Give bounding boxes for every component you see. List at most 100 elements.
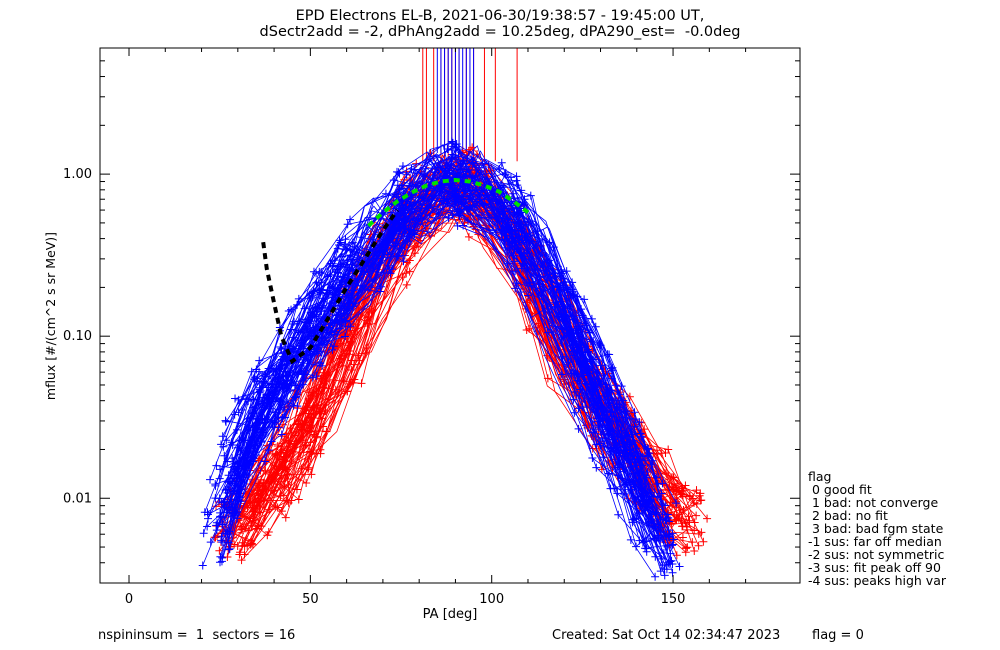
blue-plus-marker bbox=[509, 251, 518, 260]
blue-plus-marker bbox=[656, 567, 665, 576]
red-plus-marker bbox=[310, 430, 319, 439]
blue-plus-marker bbox=[306, 294, 315, 303]
blue-plus-marker bbox=[559, 278, 568, 287]
blue-plus-marker bbox=[198, 561, 207, 570]
red-plus-marker bbox=[279, 491, 288, 500]
blue-plus-marker bbox=[602, 416, 611, 425]
blue-plus-marker bbox=[620, 452, 629, 461]
blue-plus-marker bbox=[393, 181, 402, 190]
blue-plus-marker bbox=[341, 293, 350, 302]
red-plus-marker bbox=[276, 491, 285, 500]
blue-plus-marker bbox=[220, 503, 229, 512]
blue-plus-marker bbox=[394, 168, 403, 177]
blue-plus-marker bbox=[404, 225, 413, 234]
blue-plus-marker bbox=[651, 552, 660, 561]
blue-plus-marker bbox=[517, 227, 526, 236]
blue-plus-marker bbox=[277, 430, 286, 439]
red-plus-marker bbox=[522, 325, 531, 334]
blue-plus-marker bbox=[574, 424, 583, 433]
blue-plus-marker bbox=[589, 428, 598, 437]
blue-plus-marker bbox=[302, 325, 311, 334]
fit-tail-line bbox=[261, 208, 400, 365]
blue-plus-marker bbox=[601, 380, 610, 389]
blue-plus-marker bbox=[663, 542, 672, 551]
red-plus-marker bbox=[661, 448, 670, 457]
blue-plus-marker bbox=[634, 508, 643, 517]
red-plus-marker bbox=[697, 496, 706, 505]
blue-plus-marker bbox=[497, 158, 506, 167]
blue-plus-marker bbox=[605, 350, 614, 359]
blue-plus-marker bbox=[588, 454, 597, 463]
blue-plus-marker bbox=[294, 294, 303, 303]
blue-plus-marker bbox=[381, 189, 390, 198]
blue-plus-marker bbox=[444, 213, 453, 222]
blue-plus-marker bbox=[570, 408, 579, 417]
blue-plus-marker bbox=[333, 316, 342, 325]
blue-plus-marker bbox=[580, 295, 589, 304]
red-plus-marker bbox=[282, 453, 291, 462]
blue-curve bbox=[233, 158, 653, 515]
y-axis-label: mflux [#/(cm^2 s sr MeV)] bbox=[43, 232, 58, 400]
blue-curve bbox=[203, 169, 652, 534]
blue-plus-marker bbox=[569, 347, 578, 356]
blue-plus-marker bbox=[247, 367, 256, 376]
red-plus-marker bbox=[677, 486, 686, 495]
blue-plus-marker bbox=[665, 530, 674, 539]
blue-plus-marker bbox=[217, 532, 226, 541]
blue-plus-marker bbox=[575, 391, 584, 400]
blue-plus-marker bbox=[322, 325, 331, 334]
red-plus-marker bbox=[302, 417, 311, 426]
blue-plus-marker bbox=[611, 381, 620, 390]
blue-plus-marker bbox=[457, 165, 466, 174]
blue-plus-marker bbox=[461, 170, 470, 179]
red-plus-marker bbox=[276, 477, 285, 486]
blue-plus-marker bbox=[606, 484, 615, 493]
red-plus-marker bbox=[306, 438, 315, 447]
legend-item: 2 bad: no fit bbox=[808, 508, 888, 523]
fit-line bbox=[367, 177, 530, 228]
blue-plus-marker bbox=[458, 159, 467, 168]
blue-plus-marker bbox=[447, 137, 456, 146]
blue-plus-marker bbox=[511, 284, 520, 293]
blue-plus-marker bbox=[515, 236, 524, 245]
blue-plus-marker bbox=[341, 302, 350, 311]
red-plus-marker bbox=[303, 403, 312, 412]
blue-plus-marker bbox=[230, 481, 239, 490]
blue-plus-marker bbox=[242, 394, 251, 403]
blue-plus-marker bbox=[455, 205, 464, 214]
blue-curve bbox=[216, 152, 668, 570]
legend-title: flag bbox=[808, 469, 832, 484]
blue-plus-marker bbox=[395, 220, 404, 229]
blue-plus-marker bbox=[660, 571, 669, 580]
blue-plus-marker bbox=[630, 408, 639, 417]
x-tick-label: 0 bbox=[125, 592, 133, 607]
x-tick-label: 100 bbox=[479, 592, 504, 607]
blue-plus-marker bbox=[668, 568, 677, 577]
red-plus-marker bbox=[317, 414, 326, 423]
blue-plus-marker bbox=[562, 267, 571, 276]
blue-plus-marker bbox=[467, 154, 476, 163]
red-plus-marker bbox=[681, 548, 690, 557]
blue-plus-marker bbox=[316, 359, 325, 368]
blue-plus-marker bbox=[514, 243, 523, 252]
red-plus-marker bbox=[703, 514, 712, 523]
blue-plus-marker bbox=[217, 440, 226, 449]
blue-plus-marker bbox=[510, 244, 519, 253]
red-plus-marker bbox=[357, 379, 366, 388]
red-plus-marker bbox=[294, 419, 303, 428]
red-plus-marker bbox=[683, 543, 692, 552]
blue-plus-marker bbox=[402, 170, 411, 179]
blue-plus-marker bbox=[509, 189, 518, 198]
blue-curve bbox=[234, 162, 670, 522]
blue-plus-marker bbox=[289, 333, 298, 342]
blue-plus-marker bbox=[236, 446, 245, 455]
blue-plus-marker bbox=[443, 144, 452, 153]
red-plus-marker bbox=[305, 388, 314, 397]
red-plus-marker bbox=[292, 485, 301, 494]
blue-plus-marker bbox=[512, 172, 521, 181]
blue-plus-marker bbox=[662, 565, 671, 574]
red-plus-marker bbox=[280, 454, 289, 463]
blue-plus-marker bbox=[668, 541, 677, 550]
red-plus-marker bbox=[684, 512, 693, 521]
blue-plus-marker bbox=[526, 191, 535, 200]
